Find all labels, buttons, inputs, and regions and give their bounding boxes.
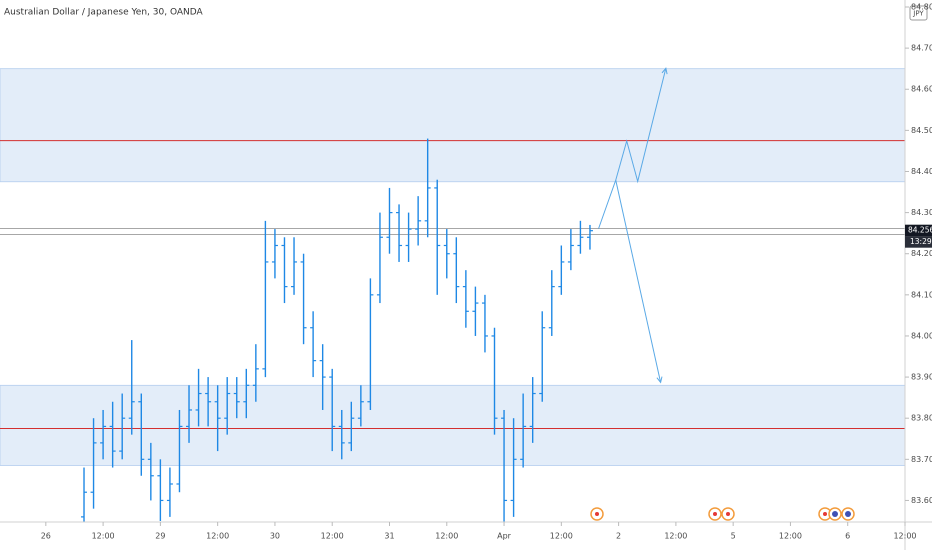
x-tick-label: 5 [731,532,736,541]
y-tick-label: 84.300 [911,208,932,217]
zone [0,384,905,466]
event-dot [726,512,730,516]
y-tick-label: 84.600 [911,85,932,94]
y-tick-label: 84.700 [911,44,932,53]
x-tick-label: 2 [616,532,621,541]
countdown-box [905,236,932,248]
projection-arrowhead [661,67,668,75]
projection-arrowhead [656,376,663,384]
x-tick-label: 12:00 [435,532,458,541]
event-markers [590,507,855,521]
event-dot [845,511,851,517]
currency: JPY [912,10,924,18]
y-tick-label: 83.700 [911,455,932,464]
x-tick-label: 30 [270,532,280,541]
y-tick-label: 83.900 [911,373,932,382]
y-tick-label: 84.100 [911,290,932,299]
x-tick-label: 12:00 [779,532,802,541]
x-tick-label: 29 [155,532,165,541]
y-tick-label: 83.800 [911,414,932,423]
zone [0,68,905,183]
y-tick-label: 84.800 [911,3,932,12]
y-tick-label: 84.200 [911,249,932,258]
last-price-box [905,224,932,237]
chart-title: Australian Dollar / Japanese Yen, 30, OA… [4,8,204,18]
plot-area [0,67,905,522]
event-dot [832,511,838,517]
y-tick-label: 84.500 [911,126,932,135]
x-tick-label: 12:00 [206,532,229,541]
x-tick-label: 12:00 [893,532,916,541]
event-dot [713,512,717,516]
x-tick-label: Apr [497,532,512,541]
currency-box[interactable] [909,5,928,21]
last-price-label: 84.256 [908,226,932,235]
y-tick-label: 84.000 [911,331,932,340]
projection-path [615,180,662,383]
countdown-label: 13:29 [910,237,932,246]
x-tick-label: 12:00 [92,532,115,541]
event-dot [595,512,599,516]
x-tick-label: 12:00 [550,532,573,541]
x-tick-label: 26 [41,532,51,541]
projection-path [598,68,667,229]
x-tick-label: 12:00 [664,532,687,541]
event-dot [823,512,827,516]
x-tick-label: 31 [384,532,394,541]
x-tick-label: 12:00 [321,532,344,541]
x-tick-label: 6 [845,532,850,541]
y-tick-label: 84.400 [911,167,932,176]
y-tick-label: 83.600 [911,496,932,505]
